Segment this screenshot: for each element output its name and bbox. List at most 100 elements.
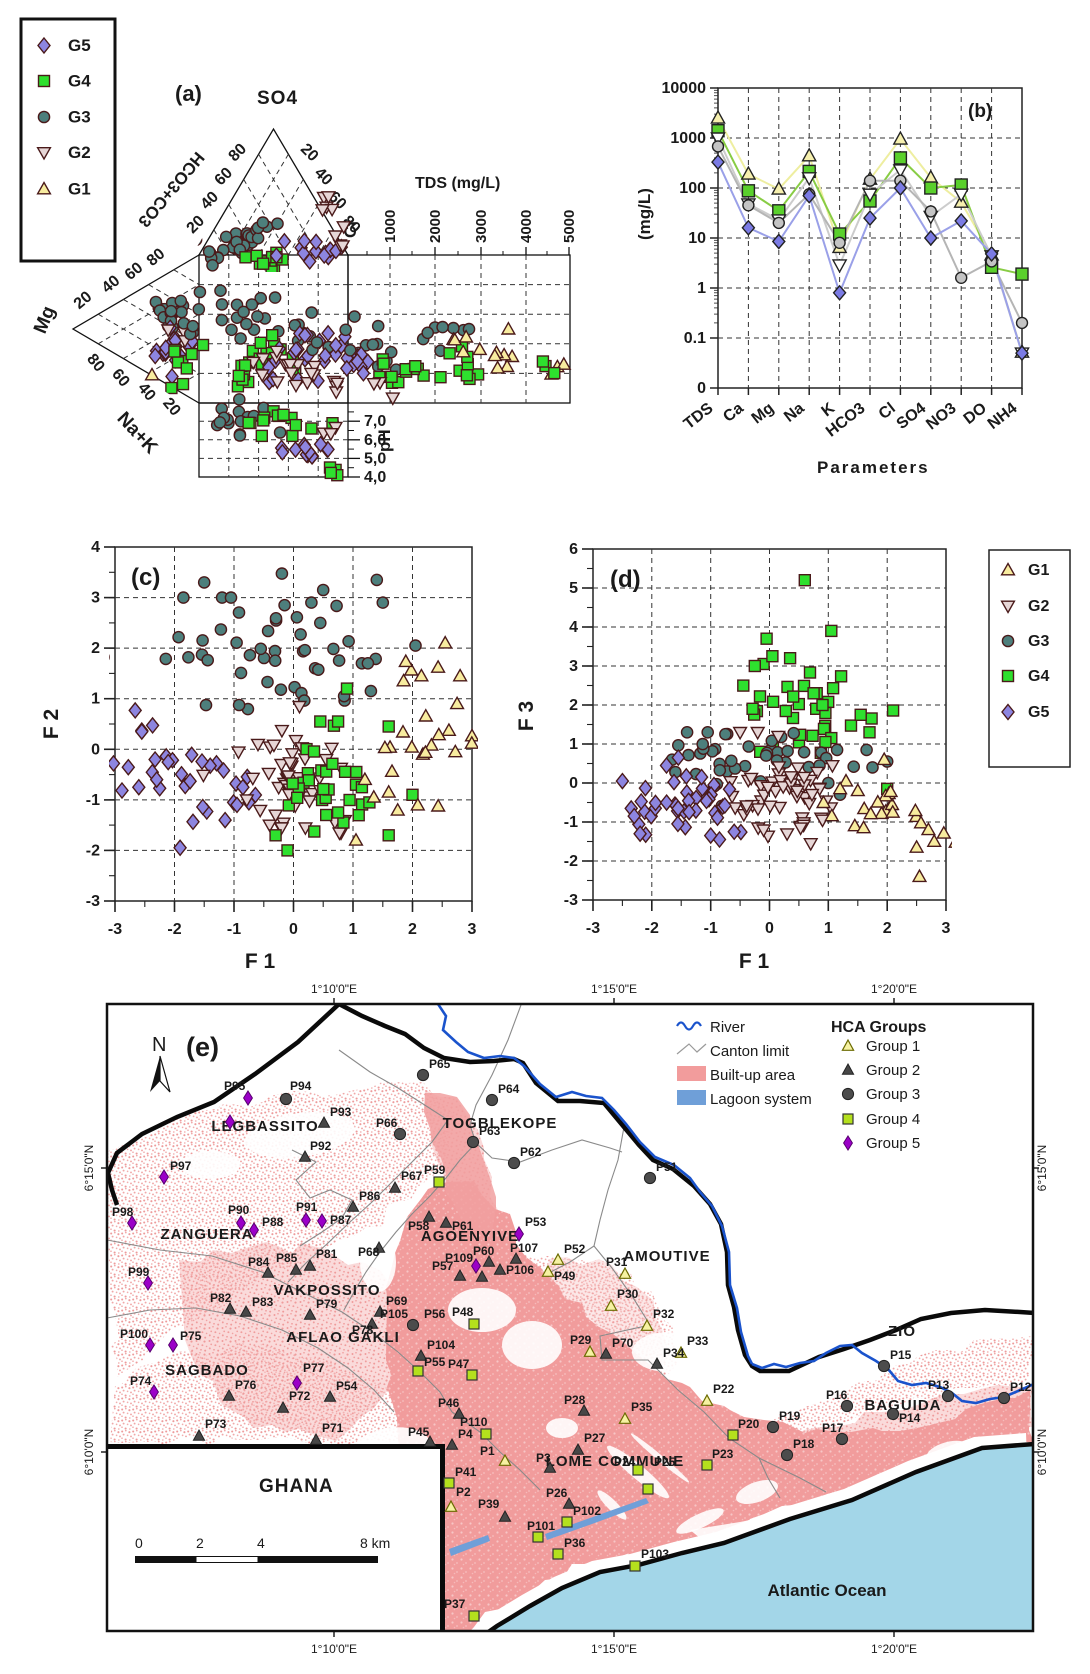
svg-text:P58: P58 — [408, 1219, 430, 1233]
svg-text:G5: G5 — [1028, 704, 1049, 721]
svg-text:N: N — [152, 1034, 166, 1056]
svg-text:TOGBLEKOPE: TOGBLEKOPE — [443, 1115, 558, 1132]
svg-text:P33: P33 — [687, 1334, 709, 1348]
svg-text:P106: P106 — [506, 1263, 534, 1277]
svg-text:7,0: 7,0 — [364, 413, 386, 430]
svg-text:3: 3 — [91, 590, 100, 607]
svg-text:P31: P31 — [606, 1255, 628, 1269]
svg-text:5000: 5000 — [561, 210, 578, 243]
svg-text:P48: P48 — [452, 1305, 474, 1319]
svg-text:P109: P109 — [445, 1251, 473, 1265]
svg-text:P64: P64 — [498, 1082, 520, 1096]
svg-text:10: 10 — [688, 230, 706, 247]
svg-text:10000: 10000 — [662, 80, 707, 97]
svg-text:0: 0 — [135, 1535, 143, 1551]
svg-text:P39: P39 — [478, 1497, 500, 1511]
svg-text:-3: -3 — [108, 921, 122, 938]
svg-text:P16: P16 — [826, 1388, 848, 1402]
svg-text:ZIO: ZIO — [888, 1323, 916, 1340]
svg-text:100: 100 — [679, 180, 706, 197]
svg-text:P95: P95 — [224, 1079, 246, 1093]
svg-text:6°15'0"N: 6°15'0"N — [1035, 1145, 1049, 1192]
svg-text:P22: P22 — [713, 1382, 735, 1396]
svg-text:P93: P93 — [330, 1105, 352, 1119]
svg-text:3: 3 — [569, 658, 578, 675]
svg-text:-1: -1 — [227, 921, 241, 938]
svg-text:P49: P49 — [554, 1269, 576, 1283]
svg-text:P63: P63 — [479, 1124, 501, 1138]
svg-text:8 km: 8 km — [360, 1535, 390, 1551]
svg-text:P102: P102 — [573, 1504, 601, 1518]
svg-text:-2: -2 — [86, 842, 100, 859]
svg-text:6°15'0"N: 6°15'0"N — [82, 1145, 96, 1192]
svg-text:P18: P18 — [793, 1437, 815, 1451]
svg-text:6: 6 — [569, 541, 578, 558]
svg-text:Group 4: Group 4 — [866, 1111, 920, 1128]
svg-text:P87: P87 — [330, 1213, 352, 1227]
svg-text:-3: -3 — [586, 920, 600, 937]
svg-text:F 3: F 3 — [515, 701, 538, 731]
svg-text:1: 1 — [91, 691, 100, 708]
svg-text:P79: P79 — [316, 1297, 338, 1311]
svg-text:P45: P45 — [408, 1425, 430, 1439]
svg-text:ZANGUERA: ZANGUERA — [161, 1226, 254, 1243]
svg-text:LOME COMMUNE: LOME COMMUNE — [546, 1453, 685, 1470]
svg-text:0: 0 — [765, 920, 774, 937]
svg-text:P78: P78 — [352, 1323, 374, 1337]
svg-text:P54: P54 — [336, 1379, 358, 1393]
svg-text:P92: P92 — [310, 1139, 332, 1153]
svg-text:P103: P103 — [641, 1547, 669, 1561]
svg-text:P68: P68 — [358, 1245, 380, 1259]
svg-text:P51: P51 — [656, 1160, 678, 1174]
svg-text:Group 2: Group 2 — [866, 1062, 920, 1079]
svg-text:P15: P15 — [890, 1348, 912, 1362]
svg-text:1°20'0"E: 1°20'0"E — [871, 982, 917, 996]
svg-text:P98: P98 — [112, 1205, 134, 1219]
svg-text:2: 2 — [883, 920, 892, 937]
svg-text:G4: G4 — [68, 72, 91, 91]
svg-text:AFLAO GAKLI: AFLAO GAKLI — [286, 1329, 400, 1346]
svg-text:P13: P13 — [928, 1378, 950, 1392]
svg-text:pH: pH — [375, 429, 394, 452]
svg-text:HCA Groups: HCA Groups — [831, 1019, 927, 1036]
svg-text:-1: -1 — [564, 814, 578, 831]
svg-text:G4: G4 — [1028, 668, 1049, 685]
svg-text:P104: P104 — [427, 1338, 455, 1352]
svg-text:P57: P57 — [432, 1259, 454, 1273]
svg-text:P90: P90 — [228, 1203, 250, 1217]
svg-text:1°10'0"E: 1°10'0"E — [311, 1642, 357, 1656]
svg-text:P86: P86 — [359, 1189, 381, 1203]
svg-text:P17: P17 — [822, 1421, 844, 1435]
svg-text:Lagoon system: Lagoon system — [710, 1091, 812, 1108]
svg-text:-2: -2 — [645, 920, 659, 937]
svg-text:P19: P19 — [779, 1409, 801, 1423]
svg-text:2000: 2000 — [427, 210, 444, 243]
svg-text:0: 0 — [697, 380, 706, 397]
svg-text:P35: P35 — [631, 1400, 653, 1414]
svg-text:P4: P4 — [458, 1427, 473, 1441]
svg-text:P94: P94 — [290, 1079, 312, 1093]
svg-text:River: River — [710, 1019, 745, 1036]
svg-text:P36: P36 — [564, 1536, 586, 1550]
svg-text:P20: P20 — [738, 1417, 760, 1431]
svg-text:P55: P55 — [424, 1355, 446, 1369]
svg-text:P2: P2 — [456, 1485, 471, 1499]
svg-text:F 2: F 2 — [40, 709, 63, 739]
svg-text:P26: P26 — [546, 1486, 568, 1500]
svg-text:SO4: SO4 — [257, 88, 298, 109]
svg-text:P62: P62 — [520, 1145, 542, 1159]
svg-text:GHANA: GHANA — [259, 1476, 334, 1497]
svg-text:P23: P23 — [712, 1447, 734, 1461]
svg-text:P110: P110 — [460, 1415, 488, 1429]
svg-text:P69: P69 — [386, 1294, 408, 1308]
svg-text:P46: P46 — [438, 1396, 460, 1410]
svg-text:P74: P74 — [130, 1374, 152, 1388]
svg-text:2: 2 — [569, 697, 578, 714]
svg-text:6°10'0"N: 6°10'0"N — [82, 1429, 96, 1476]
svg-text:5,0: 5,0 — [364, 450, 386, 467]
svg-text:-2: -2 — [564, 853, 578, 870]
svg-text:2: 2 — [91, 640, 100, 657]
svg-text:P66: P66 — [376, 1116, 398, 1130]
svg-text:P107: P107 — [510, 1241, 538, 1255]
svg-text:Built-up area: Built-up area — [710, 1067, 796, 1084]
